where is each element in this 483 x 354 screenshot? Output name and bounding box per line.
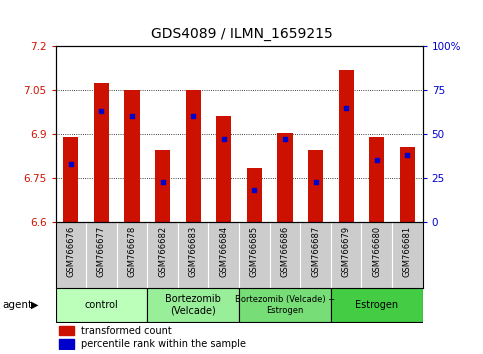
Text: Estrogen: Estrogen [355, 300, 398, 310]
Text: ▶: ▶ [31, 300, 39, 310]
Bar [155, 150, 170, 222]
Bar [369, 137, 384, 222]
Bar [216, 116, 231, 222]
Bar [339, 69, 354, 222]
Bar [59, 326, 74, 335]
Text: GSM766682: GSM766682 [158, 225, 167, 276]
Text: Bortezomib (Velcade) +
Estrogen: Bortezomib (Velcade) + Estrogen [235, 296, 335, 315]
Text: GSM766684: GSM766684 [219, 225, 228, 276]
Text: GSM766683: GSM766683 [189, 225, 198, 277]
FancyBboxPatch shape [147, 288, 239, 322]
FancyBboxPatch shape [239, 288, 331, 322]
Bar [277, 133, 293, 222]
FancyBboxPatch shape [56, 288, 147, 322]
Bar [63, 137, 78, 222]
Text: transformed count: transformed count [81, 326, 172, 336]
Bar [59, 339, 74, 349]
Text: GSM766681: GSM766681 [403, 225, 412, 276]
Text: Bortezomib
(Velcade): Bortezomib (Velcade) [165, 295, 221, 316]
Text: GSM766677: GSM766677 [97, 225, 106, 277]
FancyBboxPatch shape [331, 288, 423, 322]
Text: GSM766678: GSM766678 [128, 225, 137, 277]
Text: GSM766676: GSM766676 [66, 225, 75, 277]
Text: GSM766685: GSM766685 [250, 225, 259, 276]
Text: GSM766686: GSM766686 [281, 225, 289, 277]
Text: GDS4089 / ILMN_1659215: GDS4089 / ILMN_1659215 [151, 27, 332, 41]
Text: percentile rank within the sample: percentile rank within the sample [81, 339, 246, 349]
Bar [185, 90, 201, 222]
Bar [308, 150, 323, 222]
Text: GSM766687: GSM766687 [311, 225, 320, 277]
Bar [94, 83, 109, 222]
Bar [247, 168, 262, 222]
Text: control: control [85, 300, 118, 310]
Text: GSM766680: GSM766680 [372, 225, 381, 276]
Bar [400, 147, 415, 222]
Bar [125, 90, 140, 222]
Text: agent: agent [2, 300, 32, 310]
Text: GSM766679: GSM766679 [341, 225, 351, 276]
